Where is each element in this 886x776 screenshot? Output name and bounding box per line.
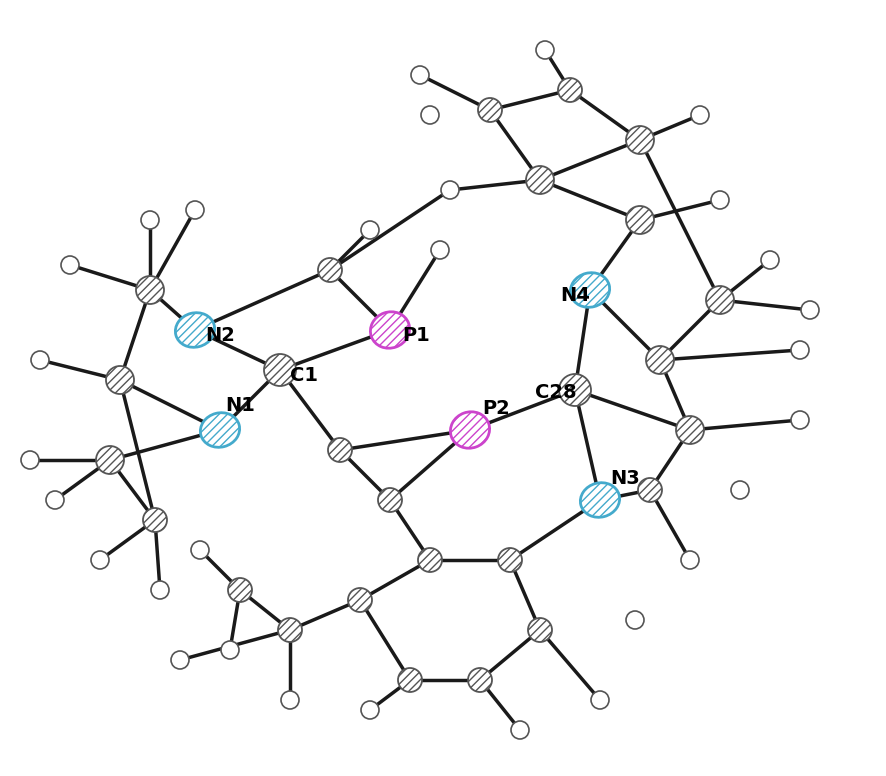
- Circle shape: [318, 258, 342, 282]
- Circle shape: [106, 366, 134, 394]
- Circle shape: [278, 618, 302, 642]
- Circle shape: [96, 446, 124, 474]
- Circle shape: [421, 106, 439, 124]
- Circle shape: [681, 551, 699, 569]
- Text: N3: N3: [610, 469, 640, 488]
- Text: N2: N2: [205, 326, 235, 345]
- Circle shape: [511, 721, 529, 739]
- Circle shape: [626, 126, 654, 154]
- Circle shape: [646, 346, 674, 374]
- Circle shape: [221, 641, 239, 659]
- Circle shape: [441, 181, 459, 199]
- Circle shape: [61, 256, 79, 274]
- Circle shape: [171, 651, 189, 669]
- Circle shape: [528, 618, 552, 642]
- Circle shape: [348, 588, 372, 612]
- Text: N4: N4: [560, 286, 590, 305]
- Circle shape: [638, 478, 662, 502]
- Circle shape: [361, 701, 379, 719]
- Text: N1: N1: [225, 396, 255, 415]
- Ellipse shape: [200, 413, 239, 447]
- Ellipse shape: [175, 313, 214, 348]
- Circle shape: [378, 488, 402, 512]
- Ellipse shape: [571, 272, 610, 307]
- Circle shape: [31, 351, 49, 369]
- Circle shape: [536, 41, 554, 59]
- Circle shape: [791, 341, 809, 359]
- Ellipse shape: [370, 312, 409, 348]
- Circle shape: [191, 541, 209, 559]
- Text: C28: C28: [535, 383, 577, 402]
- Circle shape: [186, 201, 204, 219]
- Circle shape: [591, 691, 609, 709]
- Circle shape: [626, 611, 644, 629]
- Circle shape: [478, 98, 502, 122]
- Circle shape: [791, 411, 809, 429]
- Circle shape: [801, 301, 819, 319]
- Circle shape: [228, 578, 252, 602]
- Circle shape: [411, 66, 429, 84]
- Circle shape: [626, 206, 654, 234]
- Circle shape: [281, 691, 299, 709]
- Circle shape: [21, 451, 39, 469]
- Circle shape: [143, 508, 167, 532]
- Circle shape: [711, 191, 729, 209]
- Circle shape: [526, 166, 554, 194]
- Circle shape: [46, 491, 64, 509]
- Circle shape: [264, 354, 296, 386]
- Circle shape: [361, 221, 379, 239]
- Circle shape: [151, 581, 169, 599]
- Circle shape: [691, 106, 709, 124]
- Circle shape: [431, 241, 449, 259]
- Circle shape: [328, 438, 352, 462]
- Circle shape: [418, 548, 442, 572]
- Text: P2: P2: [482, 399, 509, 418]
- Circle shape: [141, 211, 159, 229]
- Circle shape: [498, 548, 522, 572]
- Circle shape: [731, 481, 749, 499]
- Circle shape: [398, 668, 422, 692]
- Text: C1: C1: [290, 366, 318, 385]
- Circle shape: [676, 416, 704, 444]
- Circle shape: [706, 286, 734, 314]
- Circle shape: [91, 551, 109, 569]
- Circle shape: [559, 374, 591, 406]
- Circle shape: [468, 668, 492, 692]
- Circle shape: [558, 78, 582, 102]
- Ellipse shape: [580, 483, 619, 518]
- Circle shape: [136, 276, 164, 304]
- Circle shape: [761, 251, 779, 269]
- Ellipse shape: [450, 412, 490, 449]
- Text: P1: P1: [402, 326, 430, 345]
